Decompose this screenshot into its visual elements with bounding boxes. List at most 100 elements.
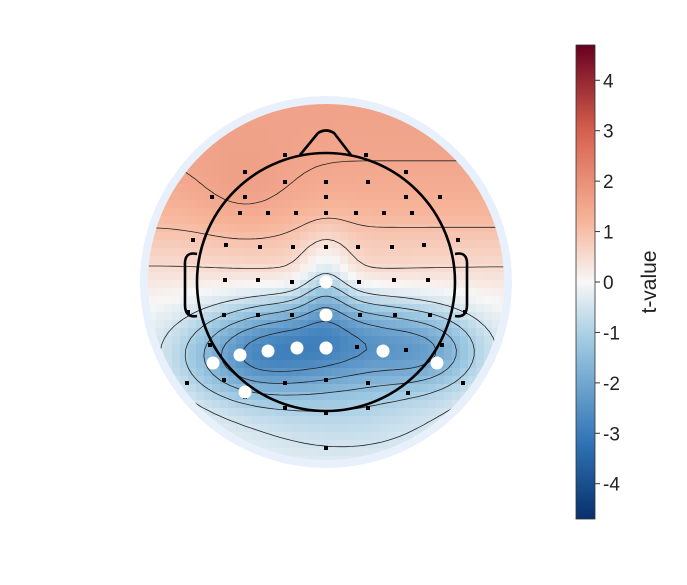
heat-cell xyxy=(148,304,157,313)
heat-cell xyxy=(244,328,253,337)
heat-cell xyxy=(260,368,269,377)
heat-cell xyxy=(316,176,325,185)
heat-cell xyxy=(316,184,325,193)
heat-cell xyxy=(292,288,301,297)
heat-cell xyxy=(260,432,269,441)
heat-cell xyxy=(412,376,421,385)
heat-cell xyxy=(364,352,373,361)
heat-cell xyxy=(364,152,373,161)
heat-cell xyxy=(412,168,421,177)
heat-cell xyxy=(396,296,405,305)
heat-cell xyxy=(316,368,325,377)
sensor-marker xyxy=(366,381,370,385)
heat-cell xyxy=(260,384,269,393)
heat-cell xyxy=(444,352,453,361)
heat-cell xyxy=(324,176,333,185)
heat-cell xyxy=(420,304,429,313)
heat-cell xyxy=(364,328,373,337)
heat-cell xyxy=(284,256,293,265)
heat-cell xyxy=(204,336,213,345)
heat-cell xyxy=(404,296,413,305)
heat-cell xyxy=(380,424,389,433)
heat-cell xyxy=(252,160,261,169)
heat-cell xyxy=(444,280,453,289)
heat-cell xyxy=(292,176,301,185)
heat-cell xyxy=(388,280,397,289)
heat-cell xyxy=(396,400,405,409)
heat-cell xyxy=(292,272,301,281)
heat-cell xyxy=(316,448,325,457)
heat-cell xyxy=(484,280,493,289)
heat-cell xyxy=(484,232,493,241)
heat-cell xyxy=(188,192,197,201)
heat-cell xyxy=(332,432,341,441)
heat-cell xyxy=(356,128,365,137)
heat-cell xyxy=(420,208,429,217)
heat-cell xyxy=(244,312,253,321)
heat-cell xyxy=(396,336,405,345)
heat-cell xyxy=(372,184,381,193)
heat-cell xyxy=(220,136,229,145)
heat-cell xyxy=(156,256,165,265)
heat-cell xyxy=(196,208,205,217)
heat-cell xyxy=(220,400,229,409)
significant-sensor xyxy=(233,348,247,362)
heat-cell xyxy=(228,424,237,433)
heat-cell xyxy=(348,336,357,345)
heat-cell xyxy=(404,152,413,161)
heat-cell xyxy=(436,144,445,153)
heat-cell xyxy=(260,440,269,449)
heat-cell xyxy=(228,328,237,337)
heat-cell xyxy=(196,184,205,193)
heat-cell xyxy=(428,312,437,321)
heat-cell xyxy=(276,352,285,361)
heat-cell xyxy=(364,112,373,121)
heat-cell xyxy=(252,272,261,281)
heat-cell xyxy=(300,232,309,241)
heat-cell xyxy=(188,352,197,361)
heat-cell xyxy=(188,384,197,393)
heat-cell xyxy=(444,392,453,401)
heat-cell xyxy=(420,400,429,409)
heat-cell xyxy=(420,192,429,201)
heat-cell xyxy=(484,224,493,233)
heat-cell xyxy=(396,168,405,177)
heat-cell xyxy=(300,328,309,337)
heat-cell xyxy=(268,256,277,265)
heat-cell xyxy=(308,376,317,385)
heat-cell xyxy=(324,200,333,209)
heat-cell xyxy=(332,392,341,401)
heat-cell xyxy=(476,352,485,361)
heat-cell xyxy=(172,216,181,225)
significant-sensor xyxy=(290,341,304,355)
heat-cell xyxy=(452,224,461,233)
heat-cell xyxy=(372,144,381,153)
heat-cell xyxy=(172,336,181,345)
heat-cell xyxy=(180,352,189,361)
heat-cell xyxy=(212,264,221,273)
heat-cell xyxy=(388,208,397,217)
heat-cell xyxy=(340,368,349,377)
heat-cell xyxy=(196,216,205,225)
heat-cell xyxy=(284,136,293,145)
heat-cell xyxy=(308,248,317,257)
heat-cell xyxy=(356,424,365,433)
sensor-marker xyxy=(392,278,396,282)
heat-cell xyxy=(372,344,381,353)
heat-cell xyxy=(268,240,277,249)
heat-cell xyxy=(412,200,421,209)
heat-cell xyxy=(292,312,301,321)
heat-cell xyxy=(356,328,365,337)
heat-cell xyxy=(188,336,197,345)
heat-cell xyxy=(364,248,373,257)
heat-cell xyxy=(332,232,341,241)
heat-cell xyxy=(460,248,469,257)
heat-cell xyxy=(388,416,397,425)
heat-cell xyxy=(404,424,413,433)
heat-cell xyxy=(156,288,165,297)
heat-cell xyxy=(380,272,389,281)
heat-cell xyxy=(220,288,229,297)
heat-cell xyxy=(428,216,437,225)
heat-cell xyxy=(492,232,501,241)
